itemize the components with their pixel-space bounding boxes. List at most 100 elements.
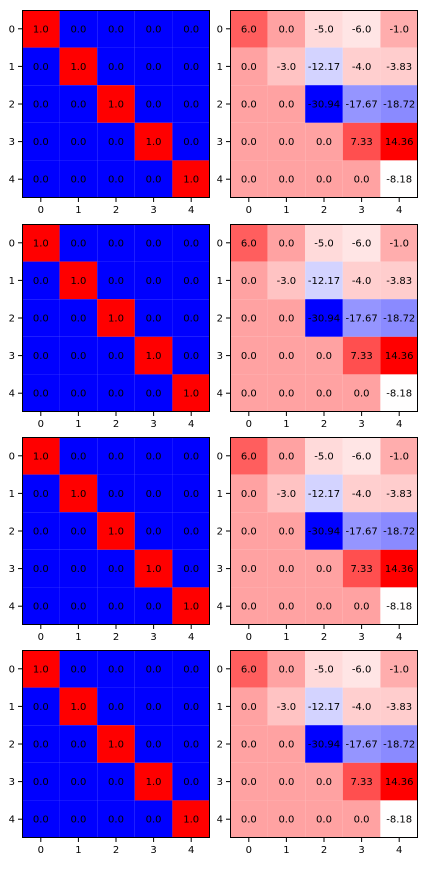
axes-frame xyxy=(22,10,210,198)
heatmap-cell xyxy=(305,160,343,198)
cell-value-label: 0.0 xyxy=(241,702,257,713)
cell-value-label: 0.0 xyxy=(354,815,370,826)
cell-value-label: 7.33 xyxy=(350,351,372,362)
heatmap-cell xyxy=(134,374,173,412)
cell-value-label: 1.0 xyxy=(183,815,199,826)
cell-value-label: -17.67 xyxy=(345,314,377,325)
heatmap-cell xyxy=(230,762,268,801)
cell-value-label: -30.94 xyxy=(308,740,340,751)
cell-value-label: 1.0 xyxy=(108,527,124,538)
heatmap-cell xyxy=(267,336,306,375)
cell-value-label: 6.0 xyxy=(241,664,257,675)
heatmap-cell xyxy=(134,299,173,337)
cell-value-label: 0.0 xyxy=(183,527,199,538)
cell-value-label: 0.0 xyxy=(108,175,124,186)
y-tick-label: 2 xyxy=(217,527,223,538)
heatmap-cell xyxy=(230,512,268,550)
heatmap-cell xyxy=(97,512,135,550)
cell-value-label: 0.0 xyxy=(70,602,86,613)
cell-value-label: -1.0 xyxy=(389,664,409,675)
cell-value-label: 14.36 xyxy=(385,351,414,362)
heatmap-cell xyxy=(267,374,306,412)
heatmap-cell xyxy=(134,725,173,763)
heatmap-cell xyxy=(342,437,381,475)
heatmap-cell xyxy=(380,299,418,337)
heatmap-cell xyxy=(172,85,210,123)
cell-value-label: 0.0 xyxy=(278,389,294,400)
heatmap-cell xyxy=(22,762,60,801)
cell-value-label: 0.0 xyxy=(108,451,124,462)
cell-value-label: -17.67 xyxy=(345,527,377,538)
cell-value-label: 0.0 xyxy=(33,602,49,613)
heatmap-cell xyxy=(267,474,306,513)
heatmap-cell xyxy=(380,687,418,726)
heatmap-cell xyxy=(305,374,343,412)
heatmap-cell xyxy=(380,650,418,688)
cell-value-label: 6.0 xyxy=(241,24,257,35)
heatmap-cell xyxy=(59,687,98,726)
heatmap-cell xyxy=(342,725,381,763)
cell-value-label: 0.0 xyxy=(33,137,49,148)
heatmap-cell xyxy=(172,762,210,801)
x-tick-label: 2 xyxy=(113,845,119,856)
heatmap-cell xyxy=(22,512,60,550)
heatmap-cell xyxy=(22,299,60,337)
x-tick-label: 3 xyxy=(150,845,156,856)
cell-value-label: 1.0 xyxy=(146,137,162,148)
cell-value-label: -5.0 xyxy=(314,238,334,249)
cell-value-label: 0.0 xyxy=(146,24,162,35)
cell-value-label: 0.0 xyxy=(316,351,332,362)
heatmap-cell xyxy=(342,800,381,838)
cell-value-label: 0.0 xyxy=(183,238,199,249)
x-tick-label: 1 xyxy=(75,632,81,643)
cell-value-label: 1.0 xyxy=(70,489,86,500)
cell-value-label: 0.0 xyxy=(241,276,257,287)
cell-value-label: 0.0 xyxy=(316,137,332,148)
heatmap-cell xyxy=(134,85,173,123)
heatmap-cell xyxy=(267,725,306,763)
heatmap-cell xyxy=(230,587,268,625)
y-tick-label: 2 xyxy=(9,314,15,325)
heatmap-cell xyxy=(59,224,98,262)
heatmap-cell xyxy=(230,650,268,688)
cell-value-label: 0.0 xyxy=(278,175,294,186)
cell-value-label: 0.0 xyxy=(70,815,86,826)
heatmap-cell xyxy=(342,374,381,412)
y-tick-label: 3 xyxy=(217,137,223,148)
heatmap-cell xyxy=(380,512,418,550)
cell-value-label: 0.0 xyxy=(316,777,332,788)
cell-value-label: -8.18 xyxy=(386,602,412,613)
heatmap-cell xyxy=(97,374,135,412)
heatmap-cell xyxy=(305,687,343,726)
heatmap-cell xyxy=(172,374,210,412)
heatmap-cell xyxy=(97,336,135,375)
heatmap-cell xyxy=(230,725,268,763)
heatmap-cell xyxy=(380,549,418,588)
cell-value-label: 0.0 xyxy=(241,602,257,613)
heatmap-cell xyxy=(134,549,173,588)
heatmap-cell xyxy=(305,336,343,375)
cell-value-label: 0.0 xyxy=(183,137,199,148)
x-tick-label: 4 xyxy=(188,632,194,643)
heatmap-cell xyxy=(267,687,306,726)
cell-value-label: 6.0 xyxy=(241,238,257,249)
cell-value-label: 0.0 xyxy=(316,389,332,400)
cell-value-label: 0.0 xyxy=(241,351,257,362)
x-tick-label: 0 xyxy=(38,419,44,430)
heatmap-cell xyxy=(172,160,210,198)
heatmap-cell xyxy=(267,800,306,838)
cell-value-label: 0.0 xyxy=(70,389,86,400)
cell-value-label: 7.33 xyxy=(350,564,372,575)
cell-value-label: 0.0 xyxy=(354,389,370,400)
cell-value-label: 0.0 xyxy=(108,62,124,73)
cell-value-label: 0.0 xyxy=(278,664,294,675)
y-tick-label: 2 xyxy=(217,740,223,751)
cell-value-label: -1.0 xyxy=(389,24,409,35)
cell-value-label: -5.0 xyxy=(314,451,334,462)
heatmap-cell xyxy=(97,299,135,337)
heatmap-cell xyxy=(97,10,135,48)
heatmap-cell xyxy=(97,122,135,161)
cell-value-label: 0.0 xyxy=(108,702,124,713)
cell-value-label: 0.0 xyxy=(33,815,49,826)
cell-value-label: 0.0 xyxy=(183,777,199,788)
